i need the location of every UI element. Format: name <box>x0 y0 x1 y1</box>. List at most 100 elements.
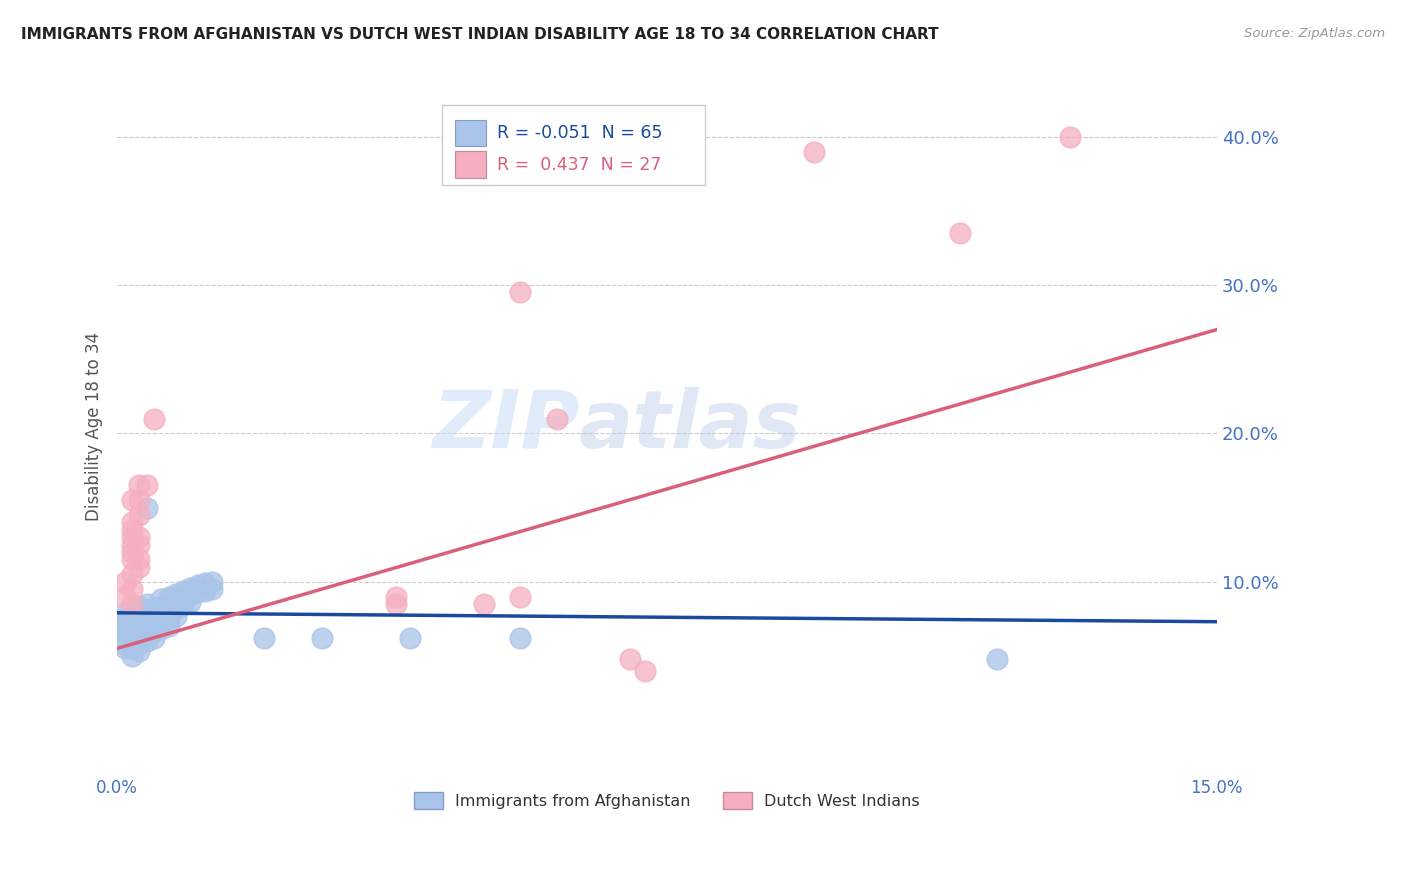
Point <box>986 652 1008 666</box>
Point <box>128 637 150 651</box>
Point <box>114 637 136 651</box>
Point <box>135 619 157 633</box>
Point <box>253 631 276 645</box>
Point <box>194 576 217 591</box>
Point <box>150 607 173 622</box>
Point <box>1059 129 1081 144</box>
Point <box>121 597 143 611</box>
Point <box>546 411 568 425</box>
Text: Source: ZipAtlas.com: Source: ZipAtlas.com <box>1244 27 1385 40</box>
Point <box>135 478 157 492</box>
Text: R =  0.437  N = 27: R = 0.437 N = 27 <box>496 155 661 174</box>
Point <box>201 582 224 596</box>
Point <box>949 226 972 240</box>
Point <box>142 608 165 623</box>
Bar <box>454 152 485 178</box>
Point <box>179 595 201 609</box>
Bar <box>454 120 485 146</box>
Point <box>128 615 150 629</box>
Point <box>399 631 422 645</box>
Point <box>135 604 157 618</box>
Point <box>509 285 531 300</box>
Point <box>114 641 136 656</box>
Point <box>472 597 495 611</box>
Point <box>128 508 150 522</box>
Point <box>509 590 531 604</box>
Point <box>150 615 173 629</box>
Point <box>142 601 165 615</box>
Point <box>157 597 180 611</box>
Point <box>128 622 150 636</box>
Point <box>150 592 173 607</box>
Point <box>128 530 150 544</box>
Text: ZIP: ZIP <box>432 387 579 465</box>
Point <box>114 606 136 620</box>
Point <box>157 604 180 618</box>
Point <box>311 631 333 645</box>
Text: atlas: atlas <box>579 387 801 465</box>
Point <box>128 552 150 566</box>
Point <box>135 626 157 640</box>
Point <box>165 601 187 615</box>
Point <box>128 607 150 622</box>
Point <box>121 552 143 566</box>
Point <box>121 567 143 582</box>
Point <box>142 411 165 425</box>
Point <box>165 608 187 623</box>
Point <box>128 644 150 658</box>
Point <box>135 597 157 611</box>
Point <box>150 622 173 636</box>
Point <box>121 626 143 640</box>
Point <box>172 591 194 605</box>
Point <box>128 478 150 492</box>
Point <box>121 634 143 648</box>
Point <box>150 599 173 614</box>
Point <box>121 648 143 663</box>
Point <box>179 588 201 602</box>
Legend: Immigrants from Afghanistan, Dutch West Indians: Immigrants from Afghanistan, Dutch West … <box>408 786 927 815</box>
Point <box>135 500 157 515</box>
Point <box>121 641 143 656</box>
Point <box>128 559 150 574</box>
Point <box>121 530 143 544</box>
Point <box>201 574 224 589</box>
Point <box>172 583 194 598</box>
Point <box>121 493 143 508</box>
Point <box>121 545 143 559</box>
Point <box>114 631 136 645</box>
Point <box>135 612 157 626</box>
Point <box>121 516 143 530</box>
Point <box>121 604 143 618</box>
Point <box>194 583 217 598</box>
Point <box>128 493 150 508</box>
Point <box>114 616 136 631</box>
Point <box>121 619 143 633</box>
Point <box>114 574 136 589</box>
Point <box>128 599 150 614</box>
Point <box>165 594 187 608</box>
Point <box>157 619 180 633</box>
Point <box>619 652 641 666</box>
Point <box>187 585 209 599</box>
Point <box>803 145 825 159</box>
Point <box>121 538 143 552</box>
Point <box>121 523 143 537</box>
Bar <box>441 105 706 186</box>
Point <box>384 590 406 604</box>
Point <box>179 581 201 595</box>
Point <box>142 616 165 631</box>
Point <box>172 599 194 613</box>
Point <box>114 612 136 626</box>
Point <box>114 590 136 604</box>
Point <box>114 626 136 640</box>
Point <box>128 538 150 552</box>
Point <box>509 631 531 645</box>
Text: R = -0.051  N = 65: R = -0.051 N = 65 <box>496 124 662 142</box>
Point <box>121 612 143 626</box>
Point <box>157 590 180 604</box>
Y-axis label: Disability Age 18 to 34: Disability Age 18 to 34 <box>86 332 103 521</box>
Point <box>121 582 143 596</box>
Point <box>135 634 157 648</box>
Point <box>157 612 180 626</box>
Point <box>165 586 187 600</box>
